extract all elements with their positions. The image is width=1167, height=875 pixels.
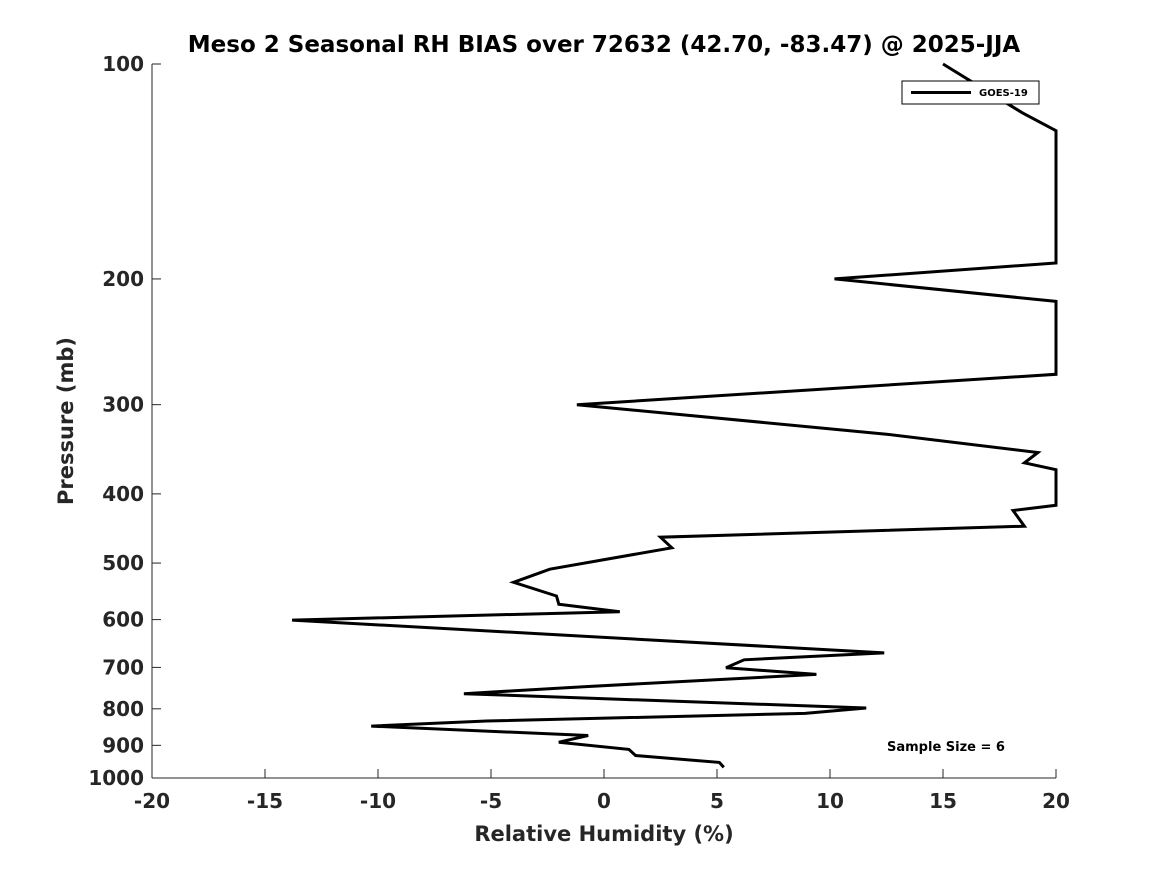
x-tick-label: -10	[360, 789, 396, 813]
x-axis-label: Relative Humidity (%)	[474, 822, 733, 846]
legend-entry-goes-19: GOES-19	[979, 88, 1028, 99]
x-tick-label: 10	[816, 789, 844, 813]
chart-title: Meso 2 Seasonal RH BIAS over 72632 (42.7…	[188, 32, 1021, 58]
y-axis-ticks: 100 200 300 400 500 600 700 800 900 1000	[88, 52, 161, 790]
y-tick-label: 600	[102, 608, 144, 632]
y-tick-label: 300	[102, 393, 144, 417]
x-tick-label: 15	[929, 789, 957, 813]
x-tick-label: 5	[710, 789, 724, 813]
legend: GOES-19	[901, 80, 1040, 105]
series-layer	[292, 62, 1058, 769]
y-tick-label: 100	[102, 52, 144, 76]
sample-size-annotation: Sample Size = 6	[887, 740, 1005, 755]
y-tick-label: 700	[102, 655, 144, 679]
y-tick-label: 200	[102, 267, 144, 291]
y-tick-label: 400	[102, 482, 144, 506]
y-tick-label: 800	[102, 697, 144, 721]
y-tick-label: 1000	[88, 766, 144, 790]
x-axis-ticks: -20 -15 -10 -5 0 5 10 15 20	[134, 769, 1070, 813]
y-tick-label: 500	[102, 551, 144, 575]
x-tick-label: -5	[480, 789, 502, 813]
y-tick-label: 900	[102, 733, 144, 757]
x-tick-label: -15	[247, 789, 283, 813]
y-axis-label: Pressure (mb)	[54, 337, 78, 505]
x-tick-label: 20	[1042, 789, 1070, 813]
series-line-goes-19	[292, 62, 1058, 769]
x-tick-label: 0	[597, 789, 611, 813]
x-tick-label: -20	[134, 789, 170, 813]
